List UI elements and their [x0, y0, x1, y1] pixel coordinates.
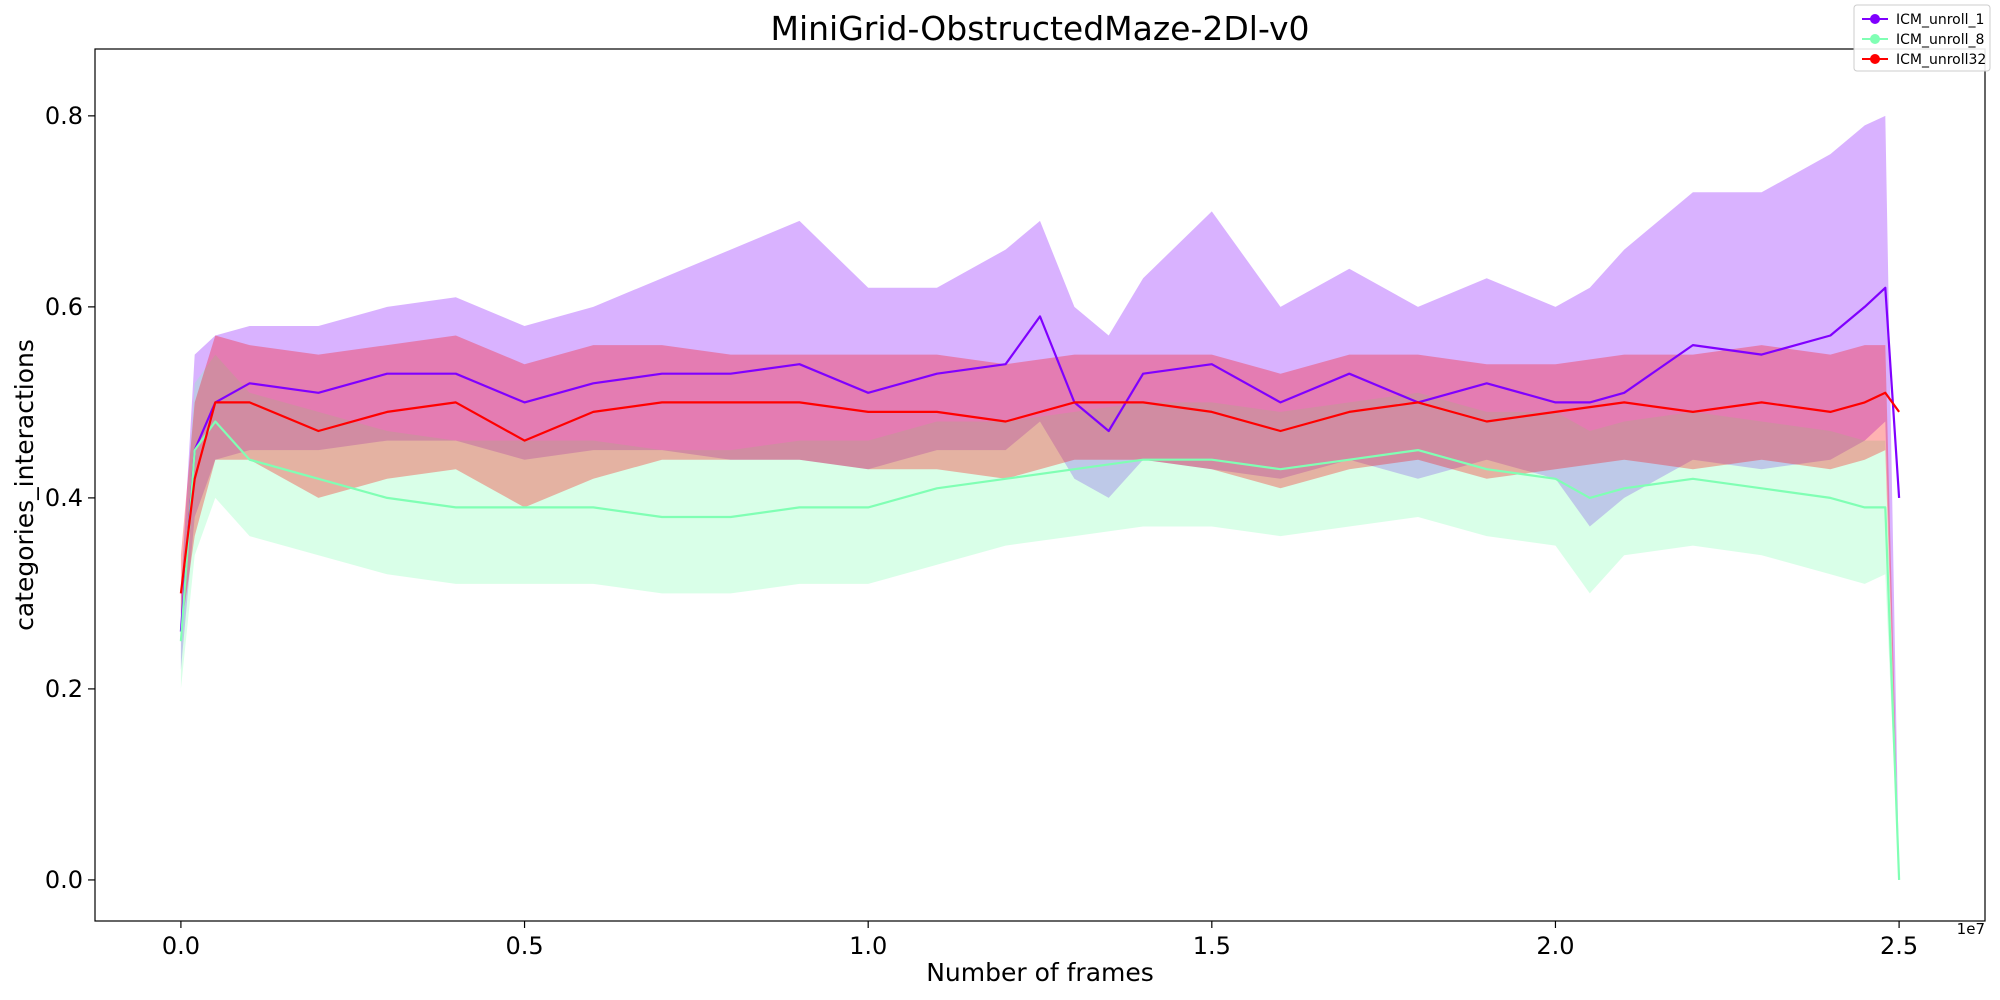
x-tick-label: 0.0	[162, 932, 200, 960]
y-tick-label: 0.2	[45, 675, 83, 703]
band-icm-unroll32	[180, 335, 1900, 880]
line-icm-unroll-8	[179, 420, 1901, 880]
x-tick-label: 1.0	[849, 932, 887, 960]
x-axis-label: Number of frames	[926, 958, 1154, 987]
legend-label-icm-unroll-8: ICM_unroll_8	[1896, 32, 1984, 48]
legend-marker-icm-unroll-1	[1870, 14, 1880, 24]
band-icm-unroll-8	[180, 354, 1900, 880]
x-axis-offset-text: 1e7	[1957, 920, 1985, 938]
band-icm-unroll-1	[180, 115, 1900, 880]
x-tick-label: 1.5	[1193, 932, 1231, 960]
legend-label-icm-unroll-1: ICM_unroll_1	[1896, 12, 1984, 28]
y-tick-label: 0.4	[45, 484, 83, 512]
x-tick-label: 2.0	[1536, 932, 1574, 960]
x-axis: 0.0 0.5 1.0 1.5 2.0 2.5	[162, 921, 1918, 960]
y-axis: 0.0 0.2 0.4 0.6 0.8	[45, 102, 95, 894]
chart-title: MiniGrid-ObstructedMaze-2Dl-v0	[770, 9, 1309, 48]
y-tick-label: 0.0	[45, 866, 83, 894]
line-icm-unroll32	[179, 391, 1900, 594]
y-axis-label: categories_interactions	[10, 339, 39, 631]
y-tick-label: 0.6	[45, 293, 83, 321]
legend-box	[1853, 4, 1991, 72]
x-tick-label: 2.5	[1880, 932, 1918, 960]
legend: ICM_unroll_1 ICM_unroll_8 ICM_unroll32	[1853, 4, 1991, 72]
plot-frame	[94, 48, 1986, 922]
legend-marker-icm-unroll-8	[1870, 34, 1880, 44]
legend-marker-icm-unroll32	[1870, 54, 1880, 64]
y-tick-label: 0.8	[45, 102, 83, 130]
plot-area	[179, 115, 1901, 880]
legend-label-icm-unroll32: ICM_unroll32	[1896, 52, 1986, 68]
x-tick-label: 0.5	[505, 932, 543, 960]
